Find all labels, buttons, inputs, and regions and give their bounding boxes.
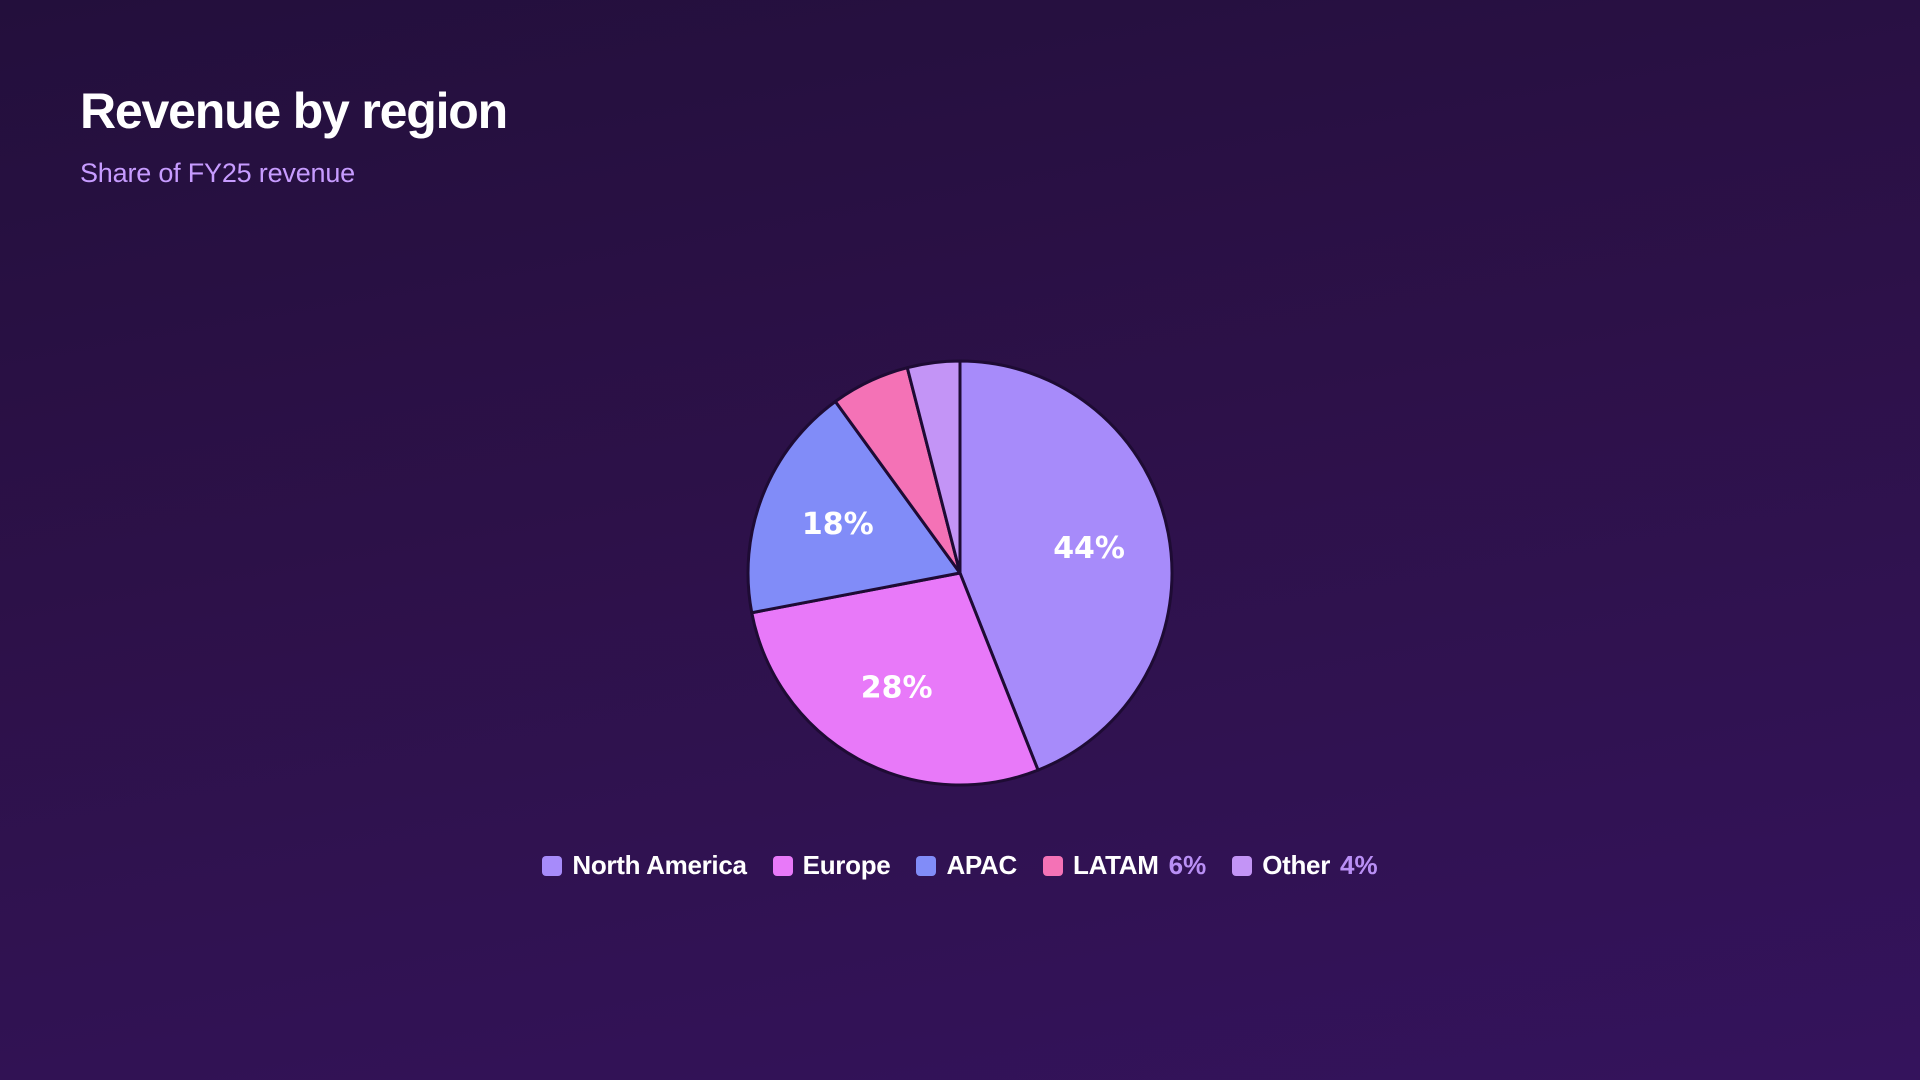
legend-item-latam[interactable]: LATAM 6% [1042,850,1207,881]
pie-slice-north-america[interactable] [958,359,1174,772]
legend-item-north-america[interactable]: North America [542,850,747,881]
legend-label-europe: Europe [802,850,891,880]
legend-swatch-north-america [542,855,563,876]
chart-legend: North America Europe APAC LATAM 6% Other… [0,850,1920,881]
legend-label-latam: LATAM [1072,850,1159,880]
legend-value-other: 4% [1340,850,1378,880]
slice-label-apac: 18% [802,507,874,542]
legend-swatch-europe [772,855,793,876]
legend-item-apac[interactable]: APAC [916,850,1017,881]
legend-item-europe[interactable]: Europe [772,850,891,881]
slice-label-north-america: 44% [1053,531,1125,566]
pie-slice-apac[interactable] [746,399,962,615]
chart-subtitle: Share of FY25 revenue [80,158,355,188]
legend-label-other: Other [1262,850,1331,880]
legend-value-latam: 6% [1168,850,1207,880]
legend-label-north-america: North America [572,850,747,880]
slice-label-europe: 28% [861,671,933,706]
legend-swatch-apac [916,855,937,876]
chart-title: Revenue by region [80,83,508,139]
pie-slice-europe[interactable] [750,571,1040,787]
legend-swatch-latam [1042,855,1063,876]
legend-item-other[interactable]: Other 4% [1232,850,1378,881]
legend-swatch-other [1232,855,1253,876]
pie-slice-other[interactable] [905,359,962,575]
legend-label-apac: APAC [946,850,1017,880]
